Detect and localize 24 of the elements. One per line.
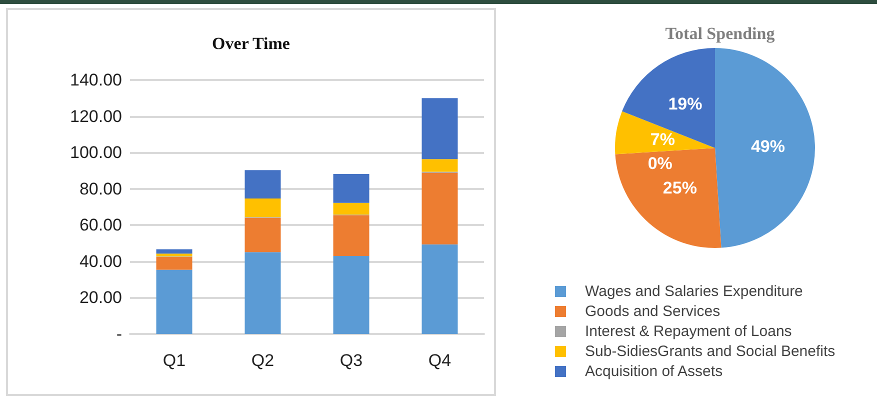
y-tick-label: 40.00 bbox=[79, 252, 122, 271]
data-label: 19% bbox=[668, 94, 702, 114]
x-tick-label: Q2 bbox=[251, 351, 274, 370]
legend-label: Wages and Salaries Expenditure bbox=[585, 283, 803, 300]
y-tick-label: 140.00 bbox=[70, 70, 122, 90]
legend-label: Acquisition of Assets bbox=[585, 363, 723, 380]
legend-label: Interest & Repayment of Loans bbox=[585, 323, 792, 340]
chart-title: Total Spending bbox=[665, 24, 776, 43]
y-tick-label: 60.00 bbox=[79, 216, 122, 235]
x-tick-label: Q3 bbox=[340, 351, 363, 370]
y-tick-label: - bbox=[116, 324, 122, 344]
data-label: 25% bbox=[662, 178, 697, 198]
y-tick-label: 80.00 bbox=[79, 179, 122, 198]
chart-title: Over Time bbox=[212, 34, 290, 53]
data-label: 49% bbox=[750, 136, 785, 156]
x-tick-label: Q1 bbox=[162, 351, 186, 370]
y-tick-label: 100.00 bbox=[70, 143, 122, 162]
x-tick-label: Q4 bbox=[428, 351, 452, 370]
y-tick-label: 20.00 bbox=[79, 288, 122, 308]
y-tick-label: 120.00 bbox=[70, 106, 122, 126]
text: 0% bbox=[648, 154, 672, 173]
data-label: 7% bbox=[650, 130, 675, 150]
legend-label: Goods and Services bbox=[585, 303, 720, 320]
legend-label: Sub-SidiesGrants and Social Benefits bbox=[585, 343, 836, 360]
